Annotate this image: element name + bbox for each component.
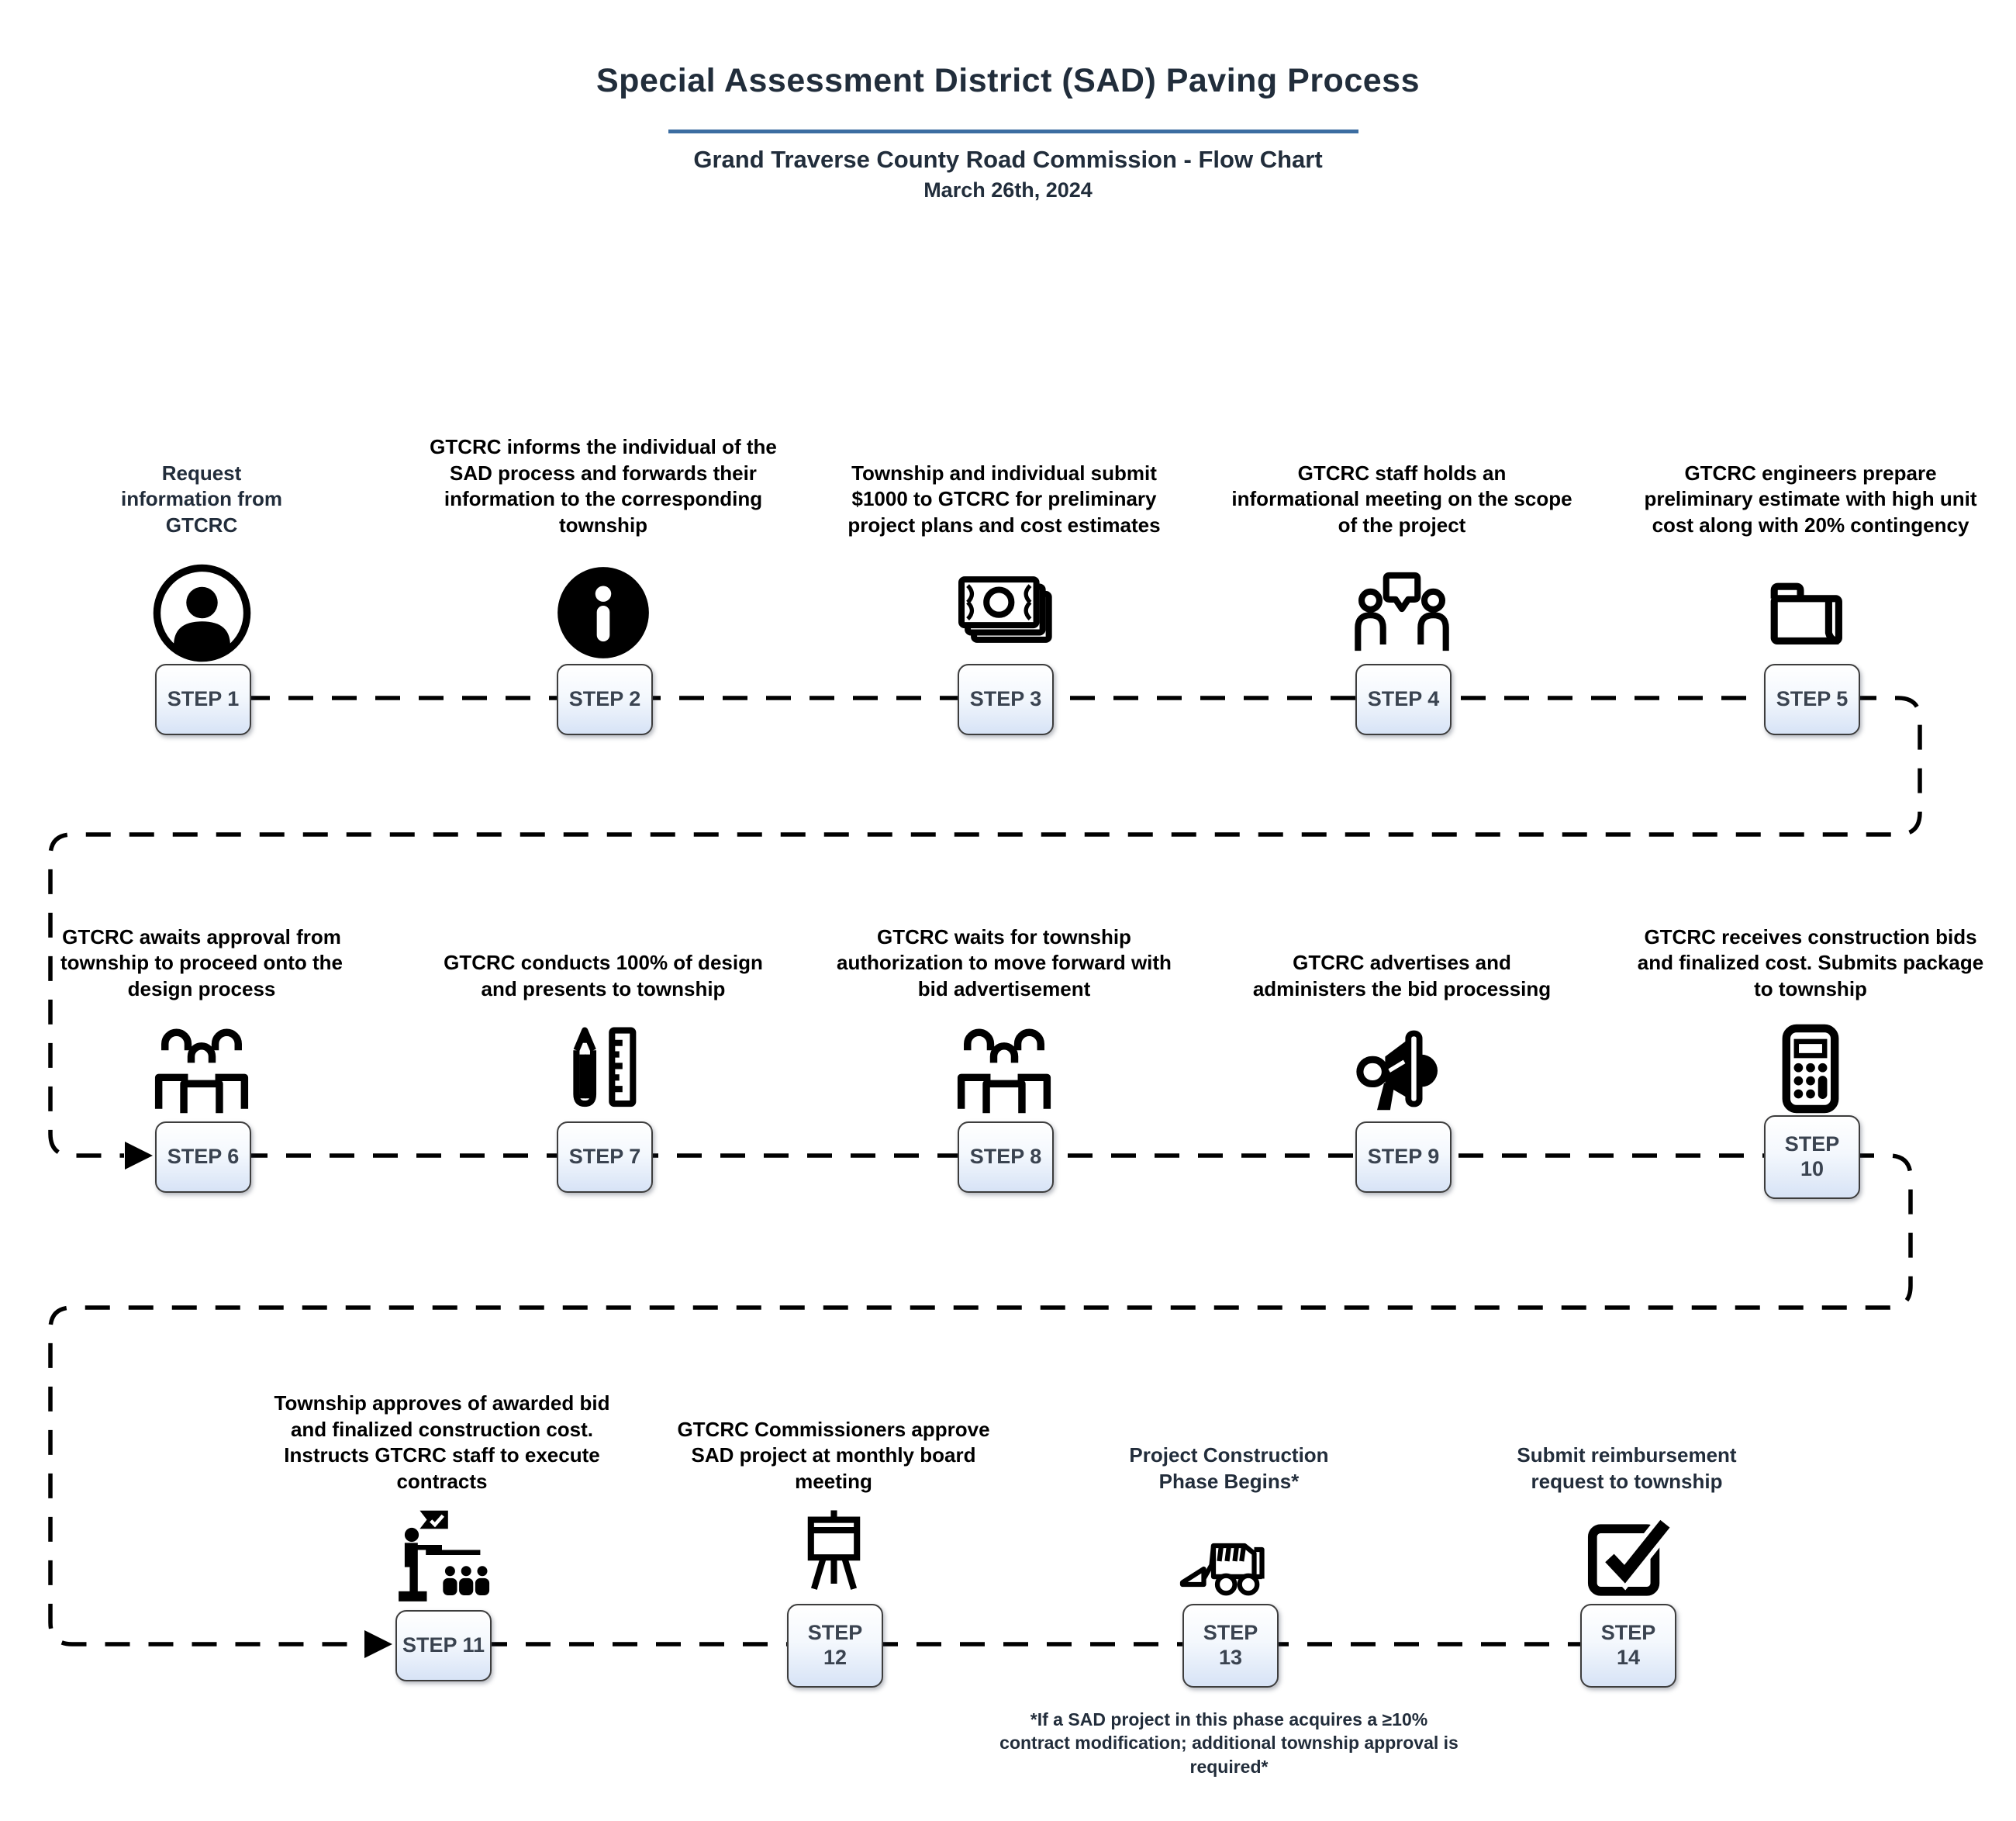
page-title: Special Assessment District (SAD) Paving… <box>596 62 1420 99</box>
title-underline <box>668 130 1358 133</box>
page-subtitle: Grand Traverse County Road Commission - … <box>693 146 1323 173</box>
arrow-icon <box>364 1630 392 1658</box>
arrow-icon <box>125 1142 153 1170</box>
page-date: March 26th, 2024 <box>923 178 1093 202</box>
footnote: *If a SAD project in this phase acquires… <box>999 1709 1458 1777</box>
